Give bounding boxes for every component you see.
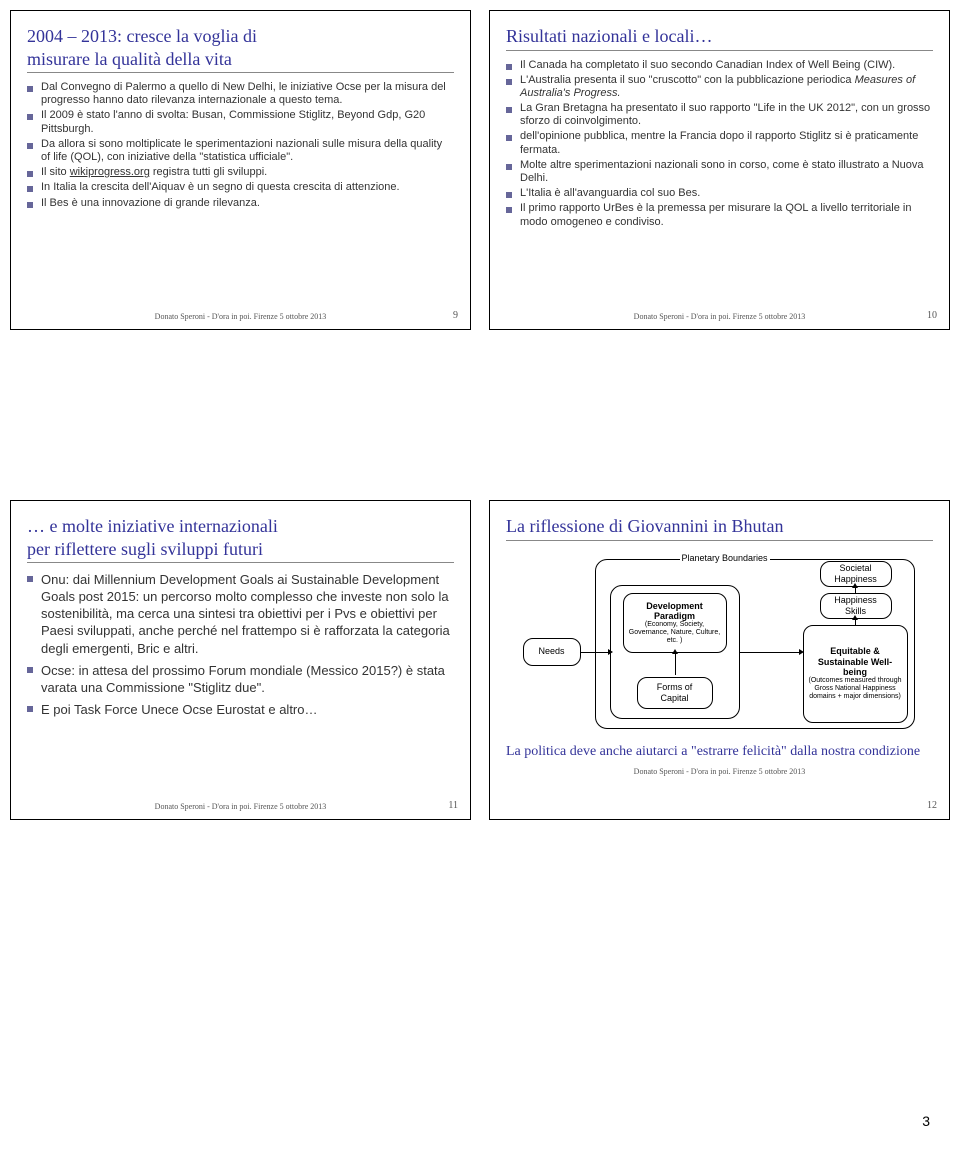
development-paradigm-box: Development Paradigm (Economy, Society, … [623,593,727,653]
bullet-item: Il 2009 è stato l'anno di svolta: Busan,… [27,109,454,135]
slide-footer: Donato Speroni - D'ora in poi. Firenze 5… [506,767,933,776]
bullet-item: Da allora si sono moltiplicate le sperim… [27,138,454,164]
title-line-1: 2004 – 2013: cresce la voglia di [27,25,454,48]
bullet-item: E poi Task Force Unece Ocse Eurostat e a… [27,701,454,718]
page-number: 3 [922,1113,930,1129]
arrow-icon [855,619,856,626]
bullet-list: Dal Convegno di Palermo a quello di New … [27,81,454,306]
bullet-item: L'Australia presenta il suo "cruscotto" … [506,74,933,100]
slide-10: Risultati nazionali e locali… Il Canada … [489,10,950,330]
slide-number: 12 [927,800,937,811]
title-line-1: … e molte iniziative internazionali [27,515,454,538]
bullet-item: Onu: dai Millennium Development Goals ai… [27,571,454,657]
equitable-wellbeing-box: Equitable & Sustainable Well-being (Outc… [803,625,908,723]
title-line-2: per riflettere sugli sviluppi futuri [27,538,454,561]
slide-number: 10 [927,310,937,321]
bullet-list: Onu: dai Millennium Development Goals ai… [27,571,454,796]
bullet-list: Il Canada ha completato il suo secondo C… [506,59,933,307]
slide-footer: Donato Speroni - D'ora in poi. Firenze 5… [27,312,454,321]
needs-box: Needs [523,638,581,666]
bullet-item: La Gran Bretagna ha presentato il suo ra… [506,102,933,128]
slide-number: 9 [453,310,458,321]
bullet-item: L'Italia è all'avanguardia col suo Bes. [506,187,933,200]
bullet-item: dell'opinione pubblica, mentre la Franci… [506,130,933,156]
slide-title: Risultati nazionali e locali… [506,25,933,51]
slide-9: 2004 – 2013: cresce la voglia di misurar… [10,10,471,330]
forms-of-capital-box: Forms of Capital [637,677,713,709]
bullet-item: Il sito wikiprogress.org registra tutti … [27,166,454,179]
link-text: wikiprogress.org [70,166,150,178]
arrow-icon [675,653,676,675]
slide-title: … e molte iniziative internazionali per … [27,515,454,563]
planetary-boundary-label: Planetary Boundaries [680,553,770,563]
arrow-icon [740,652,800,653]
slide-title: 2004 – 2013: cresce la voglia di misurar… [27,25,454,73]
bullet-item: In Italia la crescita dell'Aiquav è un s… [27,181,454,194]
slide-title: La riflessione di Giovannini in Bhutan [506,515,933,541]
slide-number: 11 [448,800,458,811]
bullet-item: Dal Convegno di Palermo a quello di New … [27,81,454,107]
slide-footer: Donato Speroni - D'ora in poi. Firenze 5… [27,802,454,811]
arrow-icon [855,587,856,594]
title-line-2: misurare la qualità della vita [27,48,454,71]
slide-footer: Donato Speroni - D'ora in poi. Firenze 5… [506,312,933,321]
bullet-item: Il Canada ha completato il suo secondo C… [506,59,933,72]
bhutan-diagram: Planetary Boundaries Needs Development P… [515,553,925,733]
bullet-item: Ocse: in attesa del prossimo Forum mondi… [27,662,454,696]
slide-11: … e molte iniziative internazionali per … [10,500,471,820]
bullet-item: Il primo rapporto UrBes è la premessa pe… [506,202,933,228]
slide-caption: La politica deve anche aiutarci a "estra… [506,743,933,761]
arrow-icon [581,652,609,653]
bullet-item: Molte altre sperimentazioni nazionali so… [506,159,933,185]
slide-12: La riflessione di Giovannini in Bhutan P… [489,500,950,820]
bullet-item: Il Bes è una innovazione di grande rilev… [27,197,454,210]
